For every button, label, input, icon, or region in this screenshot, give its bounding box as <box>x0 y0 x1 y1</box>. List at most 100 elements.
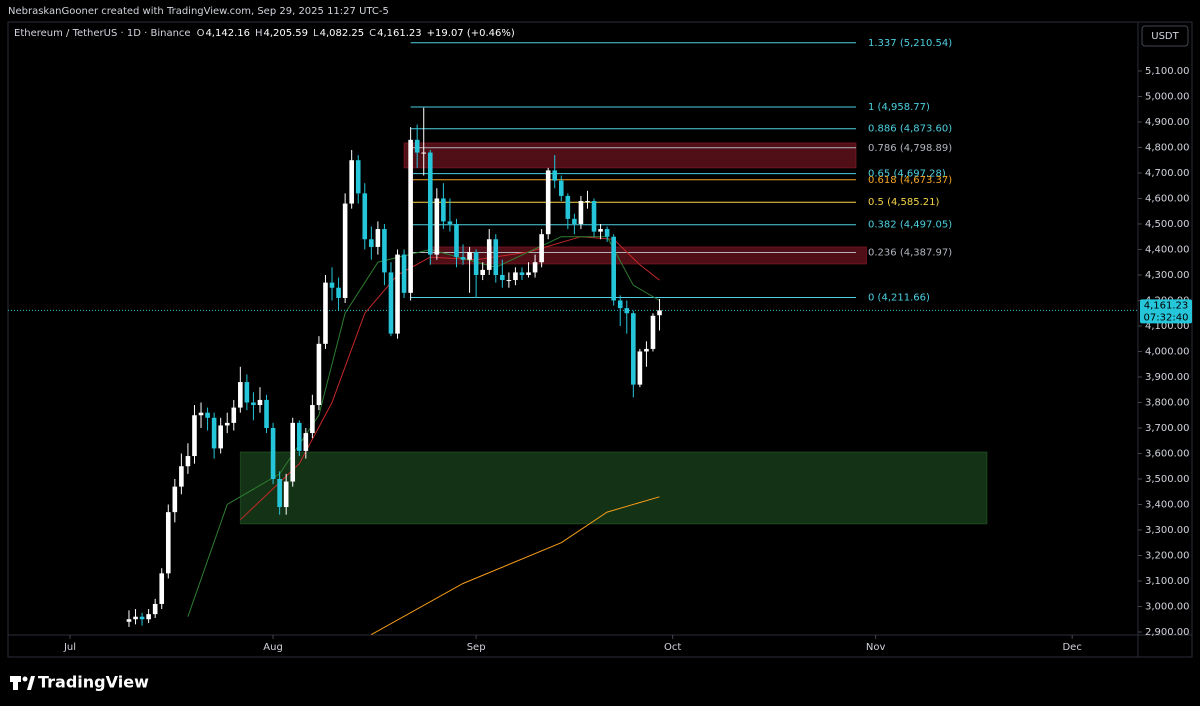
candle-body <box>211 417 217 449</box>
candle-body <box>283 481 289 508</box>
legend-key: L <box>313 28 319 39</box>
candle-body <box>585 201 590 203</box>
currency-box[interactable] <box>1141 25 1189 47</box>
candle-body <box>611 236 616 301</box>
legend-key: C <box>369 28 376 39</box>
fib-label: 1 (4,958.77) <box>868 102 930 113</box>
candle-body <box>218 425 223 449</box>
candle-body <box>467 252 472 260</box>
candle-body <box>500 274 505 281</box>
x-tick-label: Nov <box>866 642 886 653</box>
y-tick-label: 4,000.00 <box>1145 346 1190 357</box>
candle-body <box>336 287 341 298</box>
logo-mark <box>13 682 18 690</box>
y-tick-label: 5,100.00 <box>1145 66 1190 77</box>
y-tick-label: 3,000.00 <box>1145 601 1190 612</box>
y-tick-label: 4,700.00 <box>1145 168 1190 179</box>
candle-body <box>408 139 413 293</box>
candle-body <box>414 139 420 153</box>
legend: Ethereum / TetherUS · 1D · Binance O 4,142… <box>14 28 515 39</box>
fib-label: 0.618 (4,673.37) <box>868 175 952 186</box>
candle-body <box>375 229 381 247</box>
candle-body <box>205 412 210 418</box>
y-tick-label: 3,400.00 <box>1145 499 1190 510</box>
y-tick-label: 4,600.00 <box>1145 193 1190 204</box>
x-tick-label: Dec <box>1062 642 1081 653</box>
y-tick-label: 4,300.00 <box>1145 270 1190 281</box>
logo-mark <box>27 676 35 690</box>
candle-body <box>303 433 309 451</box>
candle-body <box>290 422 296 482</box>
candle-body <box>277 478 282 508</box>
candle-body <box>316 343 322 406</box>
candle-body <box>264 399 269 428</box>
fib-label: 0.786 (4,798.89) <box>868 143 952 154</box>
moving-average <box>371 496 660 636</box>
moving-average <box>239 236 660 521</box>
candle-body <box>578 201 584 224</box>
candle-body <box>427 152 433 255</box>
candle-body <box>480 269 485 275</box>
price-tag-countdown: 07:32:40 <box>1144 312 1189 323</box>
candle-body <box>323 282 328 344</box>
y-tick-label: 3,300.00 <box>1145 525 1190 536</box>
y-tick-label: 3,800.00 <box>1145 397 1190 408</box>
candle-body <box>244 382 250 403</box>
fib-label: 0.5 (4,585.21) <box>868 197 940 208</box>
candle-body <box>238 382 243 408</box>
candle-body <box>526 272 531 275</box>
candle-body <box>152 603 158 615</box>
candle-body <box>631 313 636 385</box>
candle-body <box>251 402 256 406</box>
x-tick-label: Jul <box>63 642 76 653</box>
candle-body <box>159 573 165 604</box>
candle-body <box>231 407 237 423</box>
y-tick-label: 4,800.00 <box>1145 142 1190 153</box>
logo: TradingView <box>10 673 149 692</box>
y-tick-label: 2,900.00 <box>1145 627 1190 638</box>
header: NebraskanGooner created with TradingView… <box>8 6 389 17</box>
candle-body <box>382 229 387 273</box>
y-tick-label: 4,100.00 <box>1145 321 1190 332</box>
price-tag-label: 4,161.23 <box>1144 300 1189 311</box>
candle-body <box>270 427 276 479</box>
candle-body <box>133 616 138 620</box>
y-tick-label: 4,400.00 <box>1145 244 1190 255</box>
candle-body <box>146 614 151 620</box>
candle-body <box>493 239 499 275</box>
candle-body <box>198 412 204 416</box>
plot: 1.337 (5,210.54) 1 (4,958.77) 0.886 (4,873… <box>8 38 1138 636</box>
logo-mark <box>22 676 28 682</box>
y-tick-label: 3,100.00 <box>1145 576 1190 587</box>
legend-key: H <box>255 28 263 39</box>
candle-body <box>539 234 544 263</box>
candle-body <box>441 198 446 222</box>
candle-body <box>257 399 263 406</box>
currency: USDT <box>1151 31 1179 42</box>
y-tick-label: 3,700.00 <box>1145 423 1190 434</box>
candle-body <box>657 310 662 316</box>
legend-value: 4,082.25 <box>320 28 365 39</box>
candle-body <box>296 422 302 451</box>
candle-body <box>421 152 427 154</box>
candle-body <box>644 348 649 352</box>
candle-body <box>591 201 597 232</box>
price-tag <box>1140 299 1192 324</box>
y-tick-label: 3,900.00 <box>1145 372 1190 383</box>
candle-body <box>447 221 453 224</box>
candle-body <box>139 616 145 620</box>
candle-body <box>519 272 525 275</box>
candle-body <box>185 456 191 467</box>
candle-body <box>369 239 374 247</box>
candle-body <box>454 223 459 258</box>
candle-body <box>506 280 512 282</box>
candle-body <box>650 315 656 349</box>
candle-body <box>165 512 171 574</box>
candle-body <box>513 272 518 281</box>
candle-body <box>192 415 197 457</box>
candle-body <box>604 229 610 237</box>
candle-body <box>355 160 361 194</box>
legend-change: +19.07 (+0.46%) <box>427 28 515 39</box>
candle-body <box>126 619 132 622</box>
fib-label: 0.236 (4,387.97) <box>868 248 952 259</box>
